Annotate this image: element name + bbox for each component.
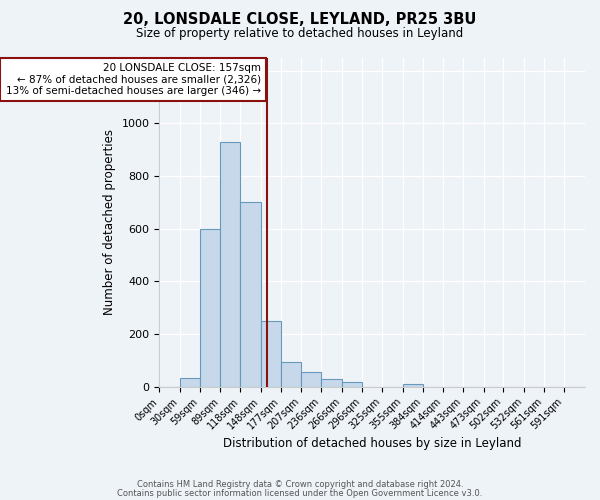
Text: Contains public sector information licensed under the Open Government Licence v3: Contains public sector information licen…	[118, 489, 482, 498]
Bar	[341, 382, 362, 387]
Bar	[403, 384, 422, 387]
Bar	[200, 228, 220, 387]
Bar	[301, 372, 321, 387]
Bar	[220, 142, 240, 387]
Bar	[261, 321, 281, 387]
Bar	[180, 378, 200, 387]
Text: Contains HM Land Registry data © Crown copyright and database right 2024.: Contains HM Land Registry data © Crown c…	[137, 480, 463, 489]
Text: Size of property relative to detached houses in Leyland: Size of property relative to detached ho…	[136, 28, 464, 40]
Text: 20 LONSDALE CLOSE: 157sqm
← 87% of detached houses are smaller (2,326)
13% of se: 20 LONSDALE CLOSE: 157sqm ← 87% of detac…	[5, 63, 261, 96]
Bar	[240, 202, 261, 387]
Bar	[281, 362, 301, 387]
X-axis label: Distribution of detached houses by size in Leyland: Distribution of detached houses by size …	[223, 437, 521, 450]
Bar	[321, 379, 341, 387]
Y-axis label: Number of detached properties: Number of detached properties	[103, 129, 116, 315]
Text: 20, LONSDALE CLOSE, LEYLAND, PR25 3BU: 20, LONSDALE CLOSE, LEYLAND, PR25 3BU	[124, 12, 476, 28]
